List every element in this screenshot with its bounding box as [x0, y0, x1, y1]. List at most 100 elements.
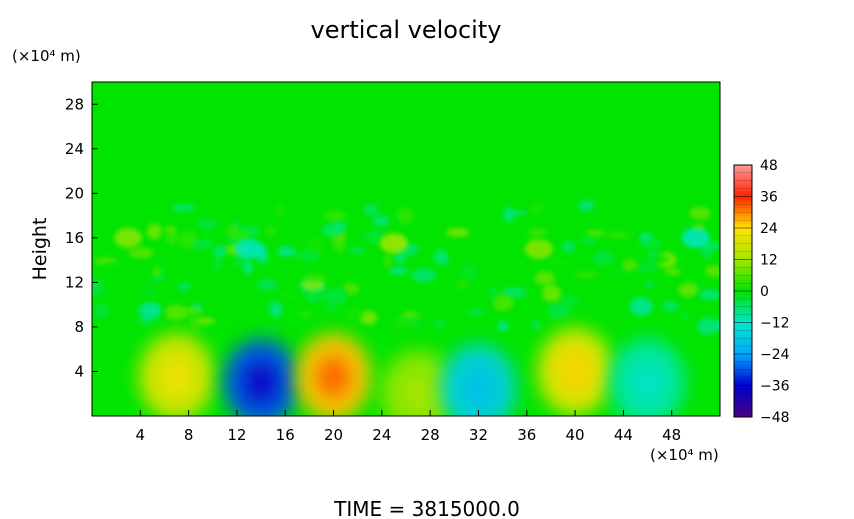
- x-tick-label: 16: [276, 426, 295, 444]
- turbulence-patch: [92, 279, 105, 298]
- turbulence-patch: [425, 314, 437, 327]
- velocity-feature: [114, 227, 143, 248]
- chart-title: vertical velocity: [311, 16, 502, 44]
- turbulence-patch: [190, 321, 201, 333]
- turbulence-patch: [460, 264, 478, 282]
- turbulence-patch: [700, 242, 713, 260]
- turbulence-patch: [146, 223, 162, 240]
- velocity-feature-core: [402, 373, 435, 414]
- y-axis-unit: (×10⁴ m): [12, 47, 81, 65]
- x-tick-label: 4: [136, 426, 146, 444]
- colorbar-tick-label: −36: [760, 379, 790, 395]
- turbulence-patch: [506, 210, 528, 217]
- turbulence-patch: [324, 312, 337, 319]
- turbulence-patch: [704, 265, 720, 277]
- turbulence-patch: [622, 258, 638, 272]
- turbulence-patch: [578, 236, 598, 245]
- turbulence-patch: [268, 300, 282, 315]
- velocity-feature-core: [631, 362, 664, 403]
- colorbar-tick-label: −12: [760, 316, 790, 332]
- velocity-feature-core: [317, 357, 350, 397]
- turbulence-patch: [467, 308, 485, 316]
- turbulence-patch: [343, 282, 360, 295]
- turbulence-patch: [322, 210, 347, 222]
- plot-frame: [91, 81, 721, 417]
- turbulence-patch: [457, 279, 468, 291]
- colorbar-tick-label: 24: [760, 221, 778, 237]
- velocity-feature: [681, 227, 710, 248]
- turbulence-patch: [118, 289, 137, 302]
- turbulence-patch: [256, 278, 278, 291]
- turbulence-patch: [562, 241, 575, 253]
- turbulence-patch: [196, 217, 218, 231]
- turbulence-patch: [152, 266, 162, 277]
- y-tick-label: 16: [65, 229, 84, 247]
- turbulence-patch: [526, 228, 548, 237]
- turbulence-patch: [501, 286, 527, 299]
- turbulence-patch: [265, 225, 276, 238]
- colorbar-tick-label: 48: [760, 158, 778, 174]
- turbulence-patch: [397, 207, 414, 225]
- x-tick-label: 40: [566, 426, 585, 444]
- turbulence-patch: [446, 228, 470, 237]
- upper-layer: [92, 82, 720, 192]
- turbulence-patch: [607, 232, 626, 239]
- x-tick-label: 20: [324, 426, 343, 444]
- velocity-feature-core: [559, 351, 592, 392]
- colorbar-ticks: 48 36 24 12 0 −12 −24 −36 −48: [734, 158, 790, 426]
- y-tick-label: 12: [65, 273, 84, 291]
- turbulence-patch: [534, 271, 556, 286]
- turbulence-patch: [165, 304, 188, 321]
- velocity-feature-core: [462, 368, 495, 409]
- turbulence-patch: [323, 287, 349, 306]
- x-axis-unit: (×10⁴ m): [650, 446, 719, 464]
- y-axis-label: Height: [29, 218, 51, 281]
- turbulence-patch: [698, 289, 720, 300]
- turbulence-patch: [296, 249, 320, 263]
- turbulence-patch: [455, 243, 466, 249]
- turbulence-patch: [213, 245, 227, 257]
- turbulence-patch: [164, 226, 178, 233]
- features-layer: [92, 199, 720, 416]
- velocity-feature: [235, 239, 263, 259]
- y-tick-label: 24: [65, 140, 84, 158]
- turbulence-patch: [137, 280, 158, 299]
- colorbar-tick-label: −24: [760, 347, 790, 363]
- turbulence-patch: [697, 317, 717, 336]
- colorbar-tick-label: 36: [760, 190, 778, 206]
- turbulence-patch: [497, 321, 509, 331]
- velocity-feature-core: [160, 357, 193, 397]
- y-tick-label: 4: [74, 362, 84, 380]
- turbulence-patch: [304, 273, 328, 282]
- turbulence-patch: [242, 261, 253, 275]
- y-tick-label: 28: [65, 95, 84, 113]
- y-axis: 4 8 12 16 20 24 28: [65, 95, 98, 380]
- heatmap-plot-area: [92, 82, 720, 416]
- colorbar-tick-label: 12: [760, 253, 778, 269]
- x-tick-label: 12: [227, 426, 246, 444]
- turbulence-patch: [638, 268, 659, 284]
- turbulence-patch: [323, 304, 336, 314]
- colorbar-tick-label: 0: [760, 284, 769, 300]
- turbulence-patch: [585, 229, 606, 237]
- turbulence-patch: [276, 292, 296, 302]
- turbulence-patch: [392, 316, 414, 331]
- turbulence-patch: [531, 320, 542, 331]
- turbulence-patch: [242, 274, 257, 281]
- turbulence-patch: [643, 281, 657, 289]
- turbulence-patch: [689, 206, 711, 221]
- turbulence-patch: [578, 199, 595, 212]
- turbulence-patch: [191, 239, 214, 250]
- turbulence-patch: [349, 246, 366, 255]
- x-tick-label: 24: [372, 426, 391, 444]
- turbulence-patch: [678, 282, 699, 297]
- turbulence-patch: [182, 307, 203, 314]
- turbulence-patch: [492, 295, 514, 312]
- turbulence-patch: [661, 300, 679, 312]
- x-tick-label: 8: [184, 426, 194, 444]
- y-tick-label: 8: [74, 318, 84, 336]
- turbulence-patch: [274, 203, 285, 218]
- colorbar-tick-label: −48: [760, 410, 790, 426]
- turbulence-patch: [321, 223, 344, 237]
- turbulence-patch: [299, 310, 312, 318]
